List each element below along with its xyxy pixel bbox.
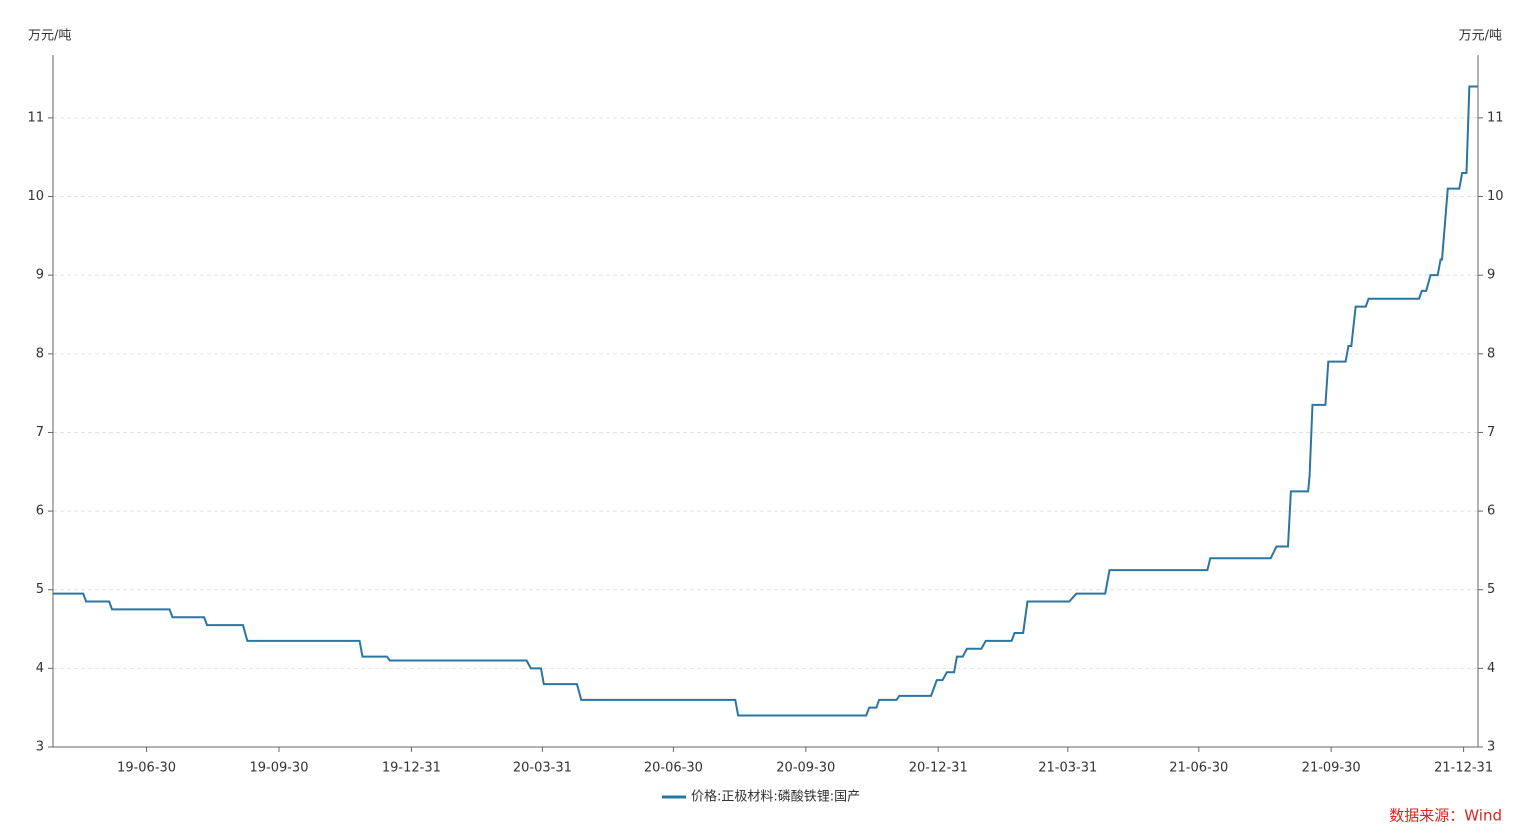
x-tick-label: 20-06-30 [644,761,703,776]
y-tick-label: 6 [36,504,44,519]
y-tick-label: 9 [36,268,44,283]
x-tick-label: 20-12-31 [909,761,968,776]
y2-axis-label: 万元/吨 [1459,29,1502,44]
x-tick-label: 21-09-30 [1302,761,1361,776]
y2-tick-label: 9 [1487,268,1495,283]
y2-tick-label: 5 [1487,582,1495,597]
x-tick-label: 20-09-30 [776,761,835,776]
y-tick-label: 4 [36,661,44,676]
y-tick-label: 7 [36,425,44,440]
y-tick-label: 8 [36,346,44,361]
x-tick-label: 21-06-30 [1169,761,1228,776]
y2-tick-label: 4 [1487,661,1495,676]
data-line [53,85,1478,717]
legend-label: 价格:正极材料:磷酸铁锂:国产 [691,789,860,805]
y2-tick-label: 8 [1487,346,1495,361]
x-tick-label: 19-06-30 [117,761,176,776]
y-tick-label: 5 [36,582,44,597]
source-note: 数据来源：Wind [1389,807,1502,825]
y-tick-label: 11 [27,110,44,125]
y2-tick-label: 7 [1487,425,1495,440]
y2-tick-label: 3 [1487,740,1495,755]
x-tick-label: 19-12-31 [382,761,441,776]
x-tick-label: 21-12-31 [1434,761,1493,776]
y-tick-label: 3 [36,740,44,755]
y-axis-label: 万元/吨 [28,29,71,44]
y-tick-label: 10 [27,189,44,204]
x-tick-label: 19-09-30 [249,761,308,776]
y2-tick-label: 10 [1487,189,1504,204]
x-tick-label: 21-03-31 [1038,761,1097,776]
y2-tick-label: 11 [1487,110,1504,125]
y2-tick-label: 6 [1487,504,1495,519]
x-tick-label: 20-03-31 [513,761,572,776]
